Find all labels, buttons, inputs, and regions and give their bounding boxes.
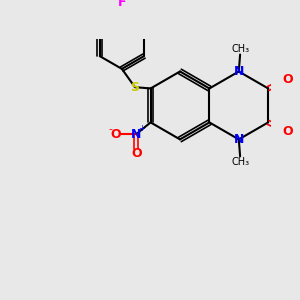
- Text: F: F: [118, 0, 126, 9]
- Text: N: N: [234, 133, 244, 146]
- Text: O: O: [283, 125, 293, 138]
- Text: CH₃: CH₃: [232, 157, 250, 166]
- Text: CH₃: CH₃: [232, 44, 250, 54]
- Text: S: S: [130, 81, 140, 94]
- Text: O: O: [110, 128, 121, 141]
- Text: N: N: [131, 128, 141, 141]
- Text: N: N: [234, 65, 244, 78]
- Text: -: -: [109, 124, 112, 134]
- Text: +: +: [138, 124, 145, 133]
- Text: O: O: [131, 147, 142, 160]
- Text: O: O: [283, 73, 293, 86]
